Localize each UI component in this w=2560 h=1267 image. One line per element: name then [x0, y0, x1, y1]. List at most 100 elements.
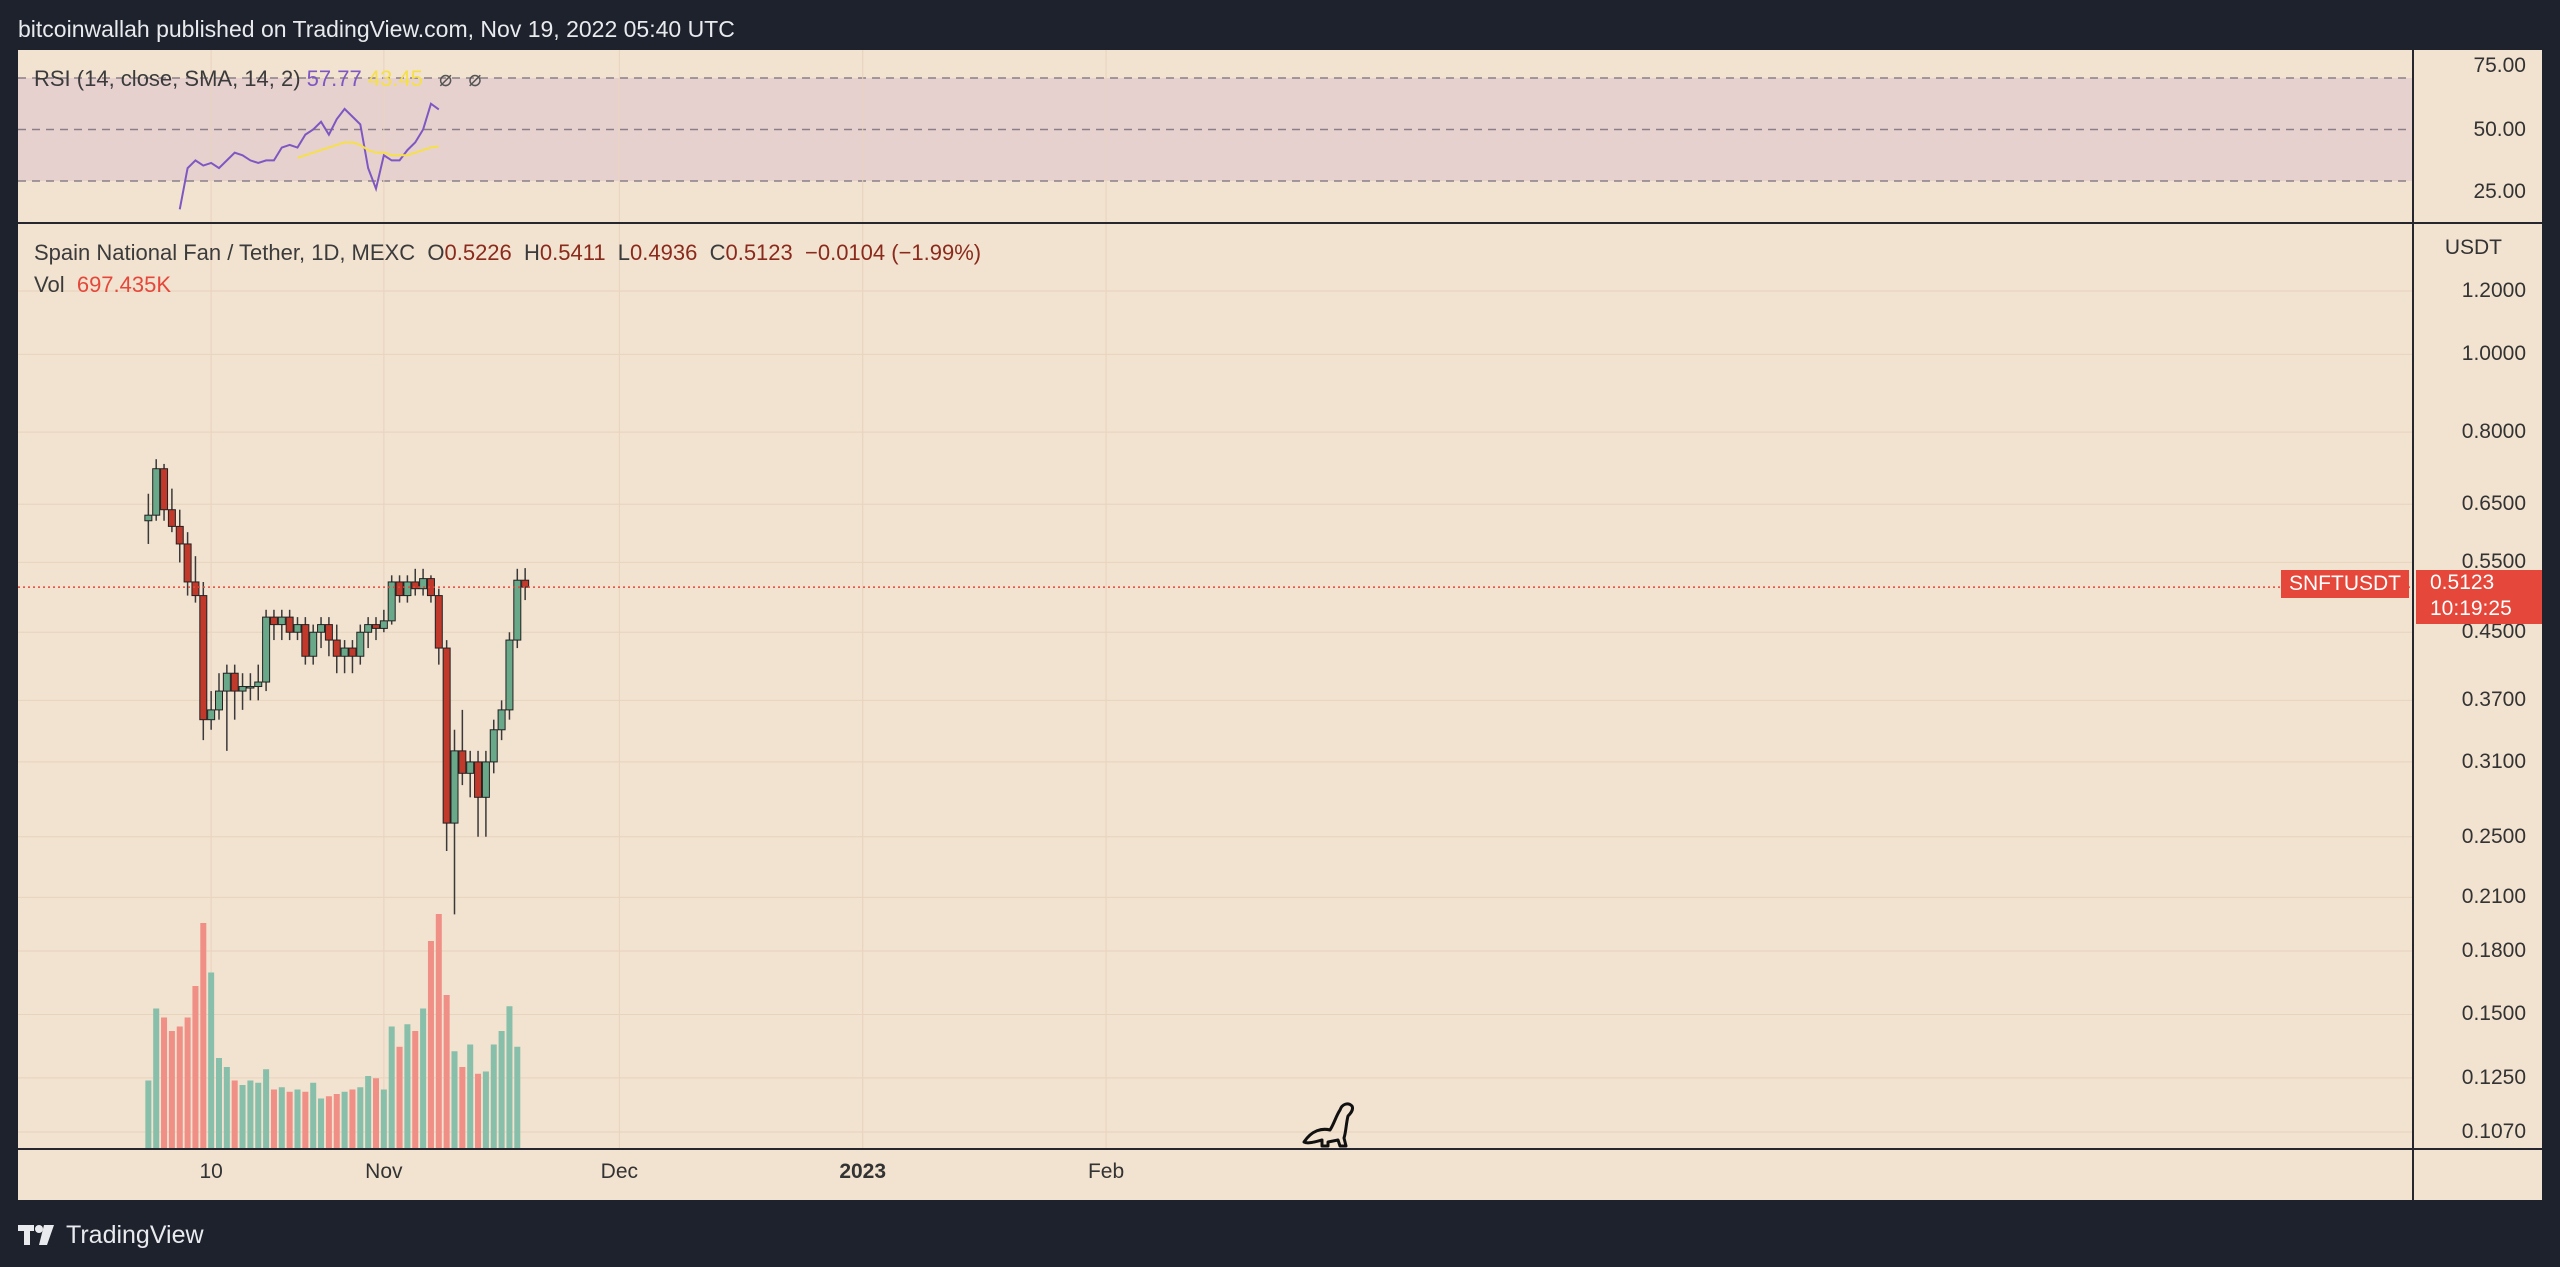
time-tick-label: Feb [1087, 1160, 1125, 1183]
candle-body [183, 543, 192, 583]
volume-bar [412, 1031, 419, 1148]
volume-bar [435, 914, 442, 1148]
candle-body [372, 624, 380, 629]
pane-separator [18, 222, 2542, 224]
price-tick-label: 0.1070 [2461, 1120, 2526, 1143]
candle-body [442, 647, 451, 824]
candle-body [262, 616, 271, 683]
volume-bar [365, 1076, 372, 1148]
candle-body [324, 624, 333, 641]
time-tick-label: Dec [600, 1160, 639, 1183]
rsi-ma-line [297, 141, 439, 159]
volume-bar [184, 1017, 191, 1148]
high-label: H [524, 240, 540, 265]
candle-body [356, 631, 365, 657]
volume-bar [333, 1094, 340, 1148]
volume-bar [349, 1089, 356, 1148]
price-unit-label: USDT [2444, 236, 2502, 259]
candle-body [191, 581, 200, 597]
volume-label: Vol [34, 272, 65, 297]
volume-bar [192, 986, 199, 1148]
rsi-legend[interactable]: RSI (14, close, SMA, 14, 2) 57.77 43.45 … [34, 66, 482, 92]
candle-body [450, 750, 459, 824]
volume-bar [498, 1031, 505, 1148]
symbol-badge: SNFTUSDT [2281, 570, 2409, 598]
rsi-null-icon: ⌀ [468, 66, 482, 91]
volume-bar [247, 1080, 254, 1148]
candle-body [175, 525, 184, 545]
volume-bar [404, 1024, 411, 1148]
volume-bar [263, 1069, 270, 1148]
high-value: 0.5411 [539, 240, 606, 265]
volume-legend[interactable]: Vol 697.435K [34, 272, 171, 298]
candle-body [505, 639, 514, 711]
symbol-legend[interactable]: Spain National Fan / Tether, 1D, MEXC O 0… [34, 240, 981, 266]
low-label: L [617, 240, 631, 265]
open-label: O [427, 240, 445, 265]
candle-body [160, 468, 169, 511]
volume-bar [239, 1085, 246, 1148]
chart-canvas[interactable] [18, 50, 2542, 1200]
rsi-ma-value: 43.45 [367, 66, 423, 91]
volume-bar [467, 1044, 474, 1148]
volume-bar [490, 1044, 497, 1148]
volume-bar [153, 1008, 160, 1148]
tradingview-brand[interactable]: TradingView [18, 1218, 204, 1252]
volume-bar [420, 1008, 427, 1148]
candle-body [419, 578, 428, 590]
price-tick-label: 0.3700 [2461, 688, 2526, 712]
volume-bar [223, 1067, 230, 1148]
time-tick-label: 10 [199, 1160, 223, 1183]
volume-bar [341, 1091, 348, 1148]
volume-bar [255, 1082, 262, 1148]
volume-bar [427, 941, 434, 1148]
volume-bar [380, 1089, 387, 1148]
volume-bar [161, 1017, 168, 1148]
rsi-null-icon: ⌀ [439, 66, 453, 91]
candle-body [340, 647, 349, 657]
volume-bar [482, 1071, 489, 1148]
volume-bar [270, 1089, 277, 1148]
volume-bar [506, 1006, 513, 1148]
close-label: C [709, 240, 726, 265]
symbol-title: Spain National Fan / Tether, 1D, MEXC [34, 240, 416, 265]
volume-bar [208, 972, 215, 1148]
price-tick-label: 0.1250 [2461, 1065, 2526, 1089]
candle-body [411, 581, 420, 590]
low-value: 0.4936 [630, 240, 698, 265]
candle-body [285, 616, 294, 633]
rsi-tick-label: 25.00 [2473, 180, 2526, 203]
price-tick-label: 0.2500 [2461, 824, 2526, 848]
price-axis-separator [2412, 50, 2414, 1200]
publish-header: bitcoinwallah published on TradingView.c… [18, 16, 735, 42]
volume-bar [318, 1098, 325, 1148]
candle-body [379, 620, 388, 629]
time-tick-label: Nov [365, 1160, 403, 1183]
footer-brand-text: TradingView [66, 1220, 204, 1249]
chart-frame[interactable]: RSI (14, close, SMA, 14, 2) 57.77 43.45 … [18, 50, 2542, 1200]
candle-body [395, 581, 404, 597]
candle-body [348, 647, 357, 657]
last-price-badge: 0.5123 10:19:25 [2416, 570, 2542, 624]
price-tick-label: 0.4500 [2461, 620, 2526, 644]
rsi-tick-label: 50.00 [2473, 118, 2526, 141]
tradingview-logo-icon [18, 1225, 54, 1245]
bar-countdown: 10:19:25 [2430, 597, 2512, 620]
candle-body [207, 709, 216, 721]
candle-body [152, 468, 161, 516]
candle-body [332, 639, 341, 657]
price-tick-label: 0.6500 [2461, 492, 2526, 516]
volume-bar [373, 1078, 379, 1148]
candle-body [230, 672, 239, 692]
candle-body [434, 595, 443, 649]
volume-bar [216, 1058, 222, 1148]
rsi-legend-label: RSI (14, close, SMA, 14, 2) [34, 66, 301, 91]
volume-bar [310, 1082, 317, 1148]
volume-bar [168, 1031, 175, 1148]
candle-body [199, 595, 208, 721]
candle-body [489, 729, 498, 763]
candle-body [215, 690, 223, 711]
candle-body [301, 624, 310, 657]
volume-bar [278, 1087, 285, 1148]
last-price-value: 0.5123 [2430, 571, 2495, 594]
